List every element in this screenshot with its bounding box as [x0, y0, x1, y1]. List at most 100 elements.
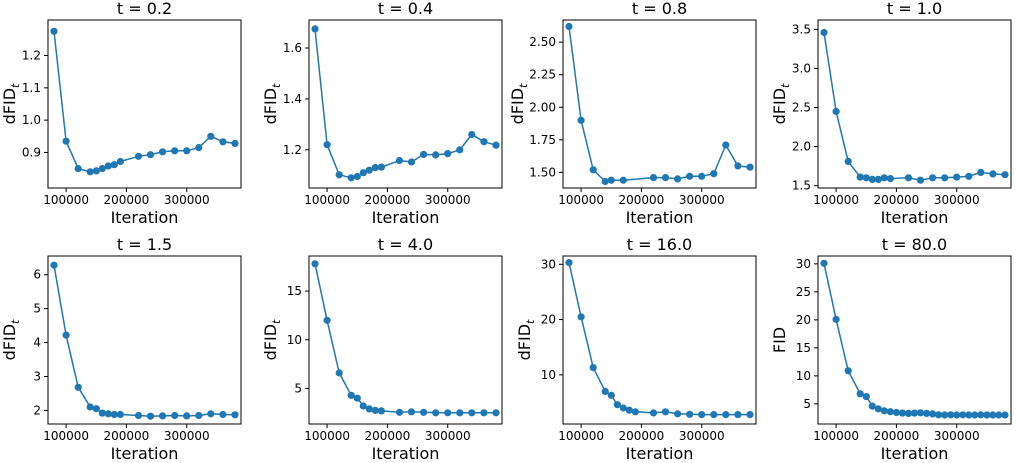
data-point: [995, 411, 1003, 419]
data-point: [371, 406, 379, 414]
data-point: [710, 411, 718, 419]
data-point: [110, 161, 118, 169]
data-point: [92, 167, 100, 175]
y-tick-label: 0.9: [22, 145, 41, 159]
y-axis-label-main: dFID: [0, 88, 19, 124]
x-tick-label: 100000: [558, 193, 604, 207]
x-axis-label: Iteration: [111, 208, 179, 227]
x-tick-label: 200000: [874, 193, 920, 207]
y-axis-label-main: dFID: [0, 324, 19, 360]
data-point: [74, 383, 82, 391]
x-tick-label: 100000: [304, 193, 350, 207]
data-point: [929, 174, 937, 182]
y-tick-label: 5: [803, 397, 811, 411]
x-tick-label: 300000: [164, 429, 210, 443]
data-point: [104, 162, 112, 170]
panel-6: t = 4.0 100000 200000 300000 5 10 15 Iteration d…: [261, 235, 503, 463]
panel-title: t = 1.5: [117, 235, 172, 254]
data-point: [134, 411, 143, 420]
panel-5: t = 1.5 100000 200000 300000 2 3 4 5 6 Iteration d…: [0, 235, 242, 463]
x-axis-label: Iteration: [372, 444, 440, 463]
y-axis-label-main: FID: [770, 327, 789, 353]
data-point: [183, 147, 191, 155]
y-tick-label: 2.50: [529, 35, 556, 49]
y-tick-label: 2.25: [529, 68, 556, 82]
data-point: [661, 174, 670, 182]
data-point: [359, 402, 367, 410]
panel-title: t = 0.2: [117, 0, 172, 18]
y-axis-label: dFIDt: [261, 83, 283, 124]
data-point: [480, 138, 488, 146]
data-point: [420, 150, 428, 158]
data-point: [86, 403, 94, 411]
data-point: [480, 409, 488, 417]
x-axis-label: Iteration: [626, 444, 694, 463]
x-axis-label: Iteration: [881, 208, 949, 227]
x-tick-label: 100000: [43, 193, 89, 207]
data-point: [159, 148, 167, 156]
data-point: [395, 156, 404, 165]
y-tick-label: 1.5: [792, 179, 811, 193]
axes-frame: [308, 255, 503, 425]
data-point: [577, 116, 585, 124]
panel-title: t = 0.8: [632, 0, 687, 18]
data-point: [468, 130, 476, 139]
y-tick-label: 5: [294, 381, 302, 395]
data-point: [649, 409, 658, 417]
x-tick-label: 200000: [365, 429, 411, 443]
y-tick-label: 1.4: [283, 92, 302, 106]
data-point: [146, 412, 155, 420]
data-point: [395, 408, 404, 416]
data-point: [983, 411, 991, 419]
x-tick-label: 200000: [619, 429, 665, 443]
axes-frame: [817, 19, 1012, 189]
data-point: [347, 391, 355, 399]
data-point: [98, 409, 106, 417]
axes-frame: [47, 255, 242, 425]
data-point: [311, 260, 319, 268]
data-point: [353, 172, 361, 181]
y-axis-label: dFIDt: [261, 319, 283, 360]
panel-8: t = 80.0 100000 200000 300000 5 10 15 20 25 30 Ite…: [770, 235, 1012, 463]
x-axis-label: Iteration: [626, 208, 694, 227]
data-point: [953, 411, 961, 419]
x-tick-label: 300000: [425, 193, 471, 207]
data-point: [686, 410, 694, 418]
y-axis-label: dFIDt: [515, 319, 537, 360]
data-point: [50, 27, 58, 35]
data-point: [722, 141, 730, 149]
data-point: [698, 172, 706, 180]
data-point: [195, 411, 203, 420]
data-point: [432, 409, 440, 417]
x-tick-label: 100000: [43, 429, 89, 443]
panel-title: t = 16.0: [627, 235, 692, 254]
y-tick-label: 2.5: [792, 101, 811, 115]
data-point: [868, 402, 876, 410]
data-point: [601, 177, 609, 186]
y-axis-label-subscript: t: [779, 83, 792, 88]
y-tick-label: 4: [33, 336, 41, 350]
axes-frame: [47, 19, 242, 189]
y-tick-label: 15: [287, 284, 302, 298]
panel-4: t = 1.0 100000 200000 300000 1.5 2.0 2.5 3.0 3.5…: [770, 0, 1012, 227]
data-point: [971, 411, 979, 419]
data-point: [941, 411, 949, 419]
y-axis-label-subscript: t: [270, 319, 283, 324]
data-point: [420, 408, 428, 416]
y-tick-label: 1.75: [529, 133, 556, 147]
data-point: [935, 411, 943, 419]
data-point: [589, 364, 597, 372]
y-tick-label: 10: [287, 333, 302, 347]
data-point: [50, 261, 58, 269]
y-axis-label: dFIDt: [0, 83, 22, 124]
axes-frame: [562, 255, 757, 425]
y-tick-label: 3.5: [792, 22, 811, 36]
y-tick-label: 3.0: [792, 61, 811, 75]
data-point: [183, 412, 191, 420]
data-point: [965, 411, 973, 419]
panel-1: t = 0.2 100000 200000 300000 0.9 1.0 1.1 1.2 Ite…: [0, 0, 242, 227]
y-tick-label: 2.00: [529, 100, 556, 114]
data-point: [116, 157, 124, 166]
data-point: [347, 174, 355, 182]
data-point: [977, 411, 985, 419]
